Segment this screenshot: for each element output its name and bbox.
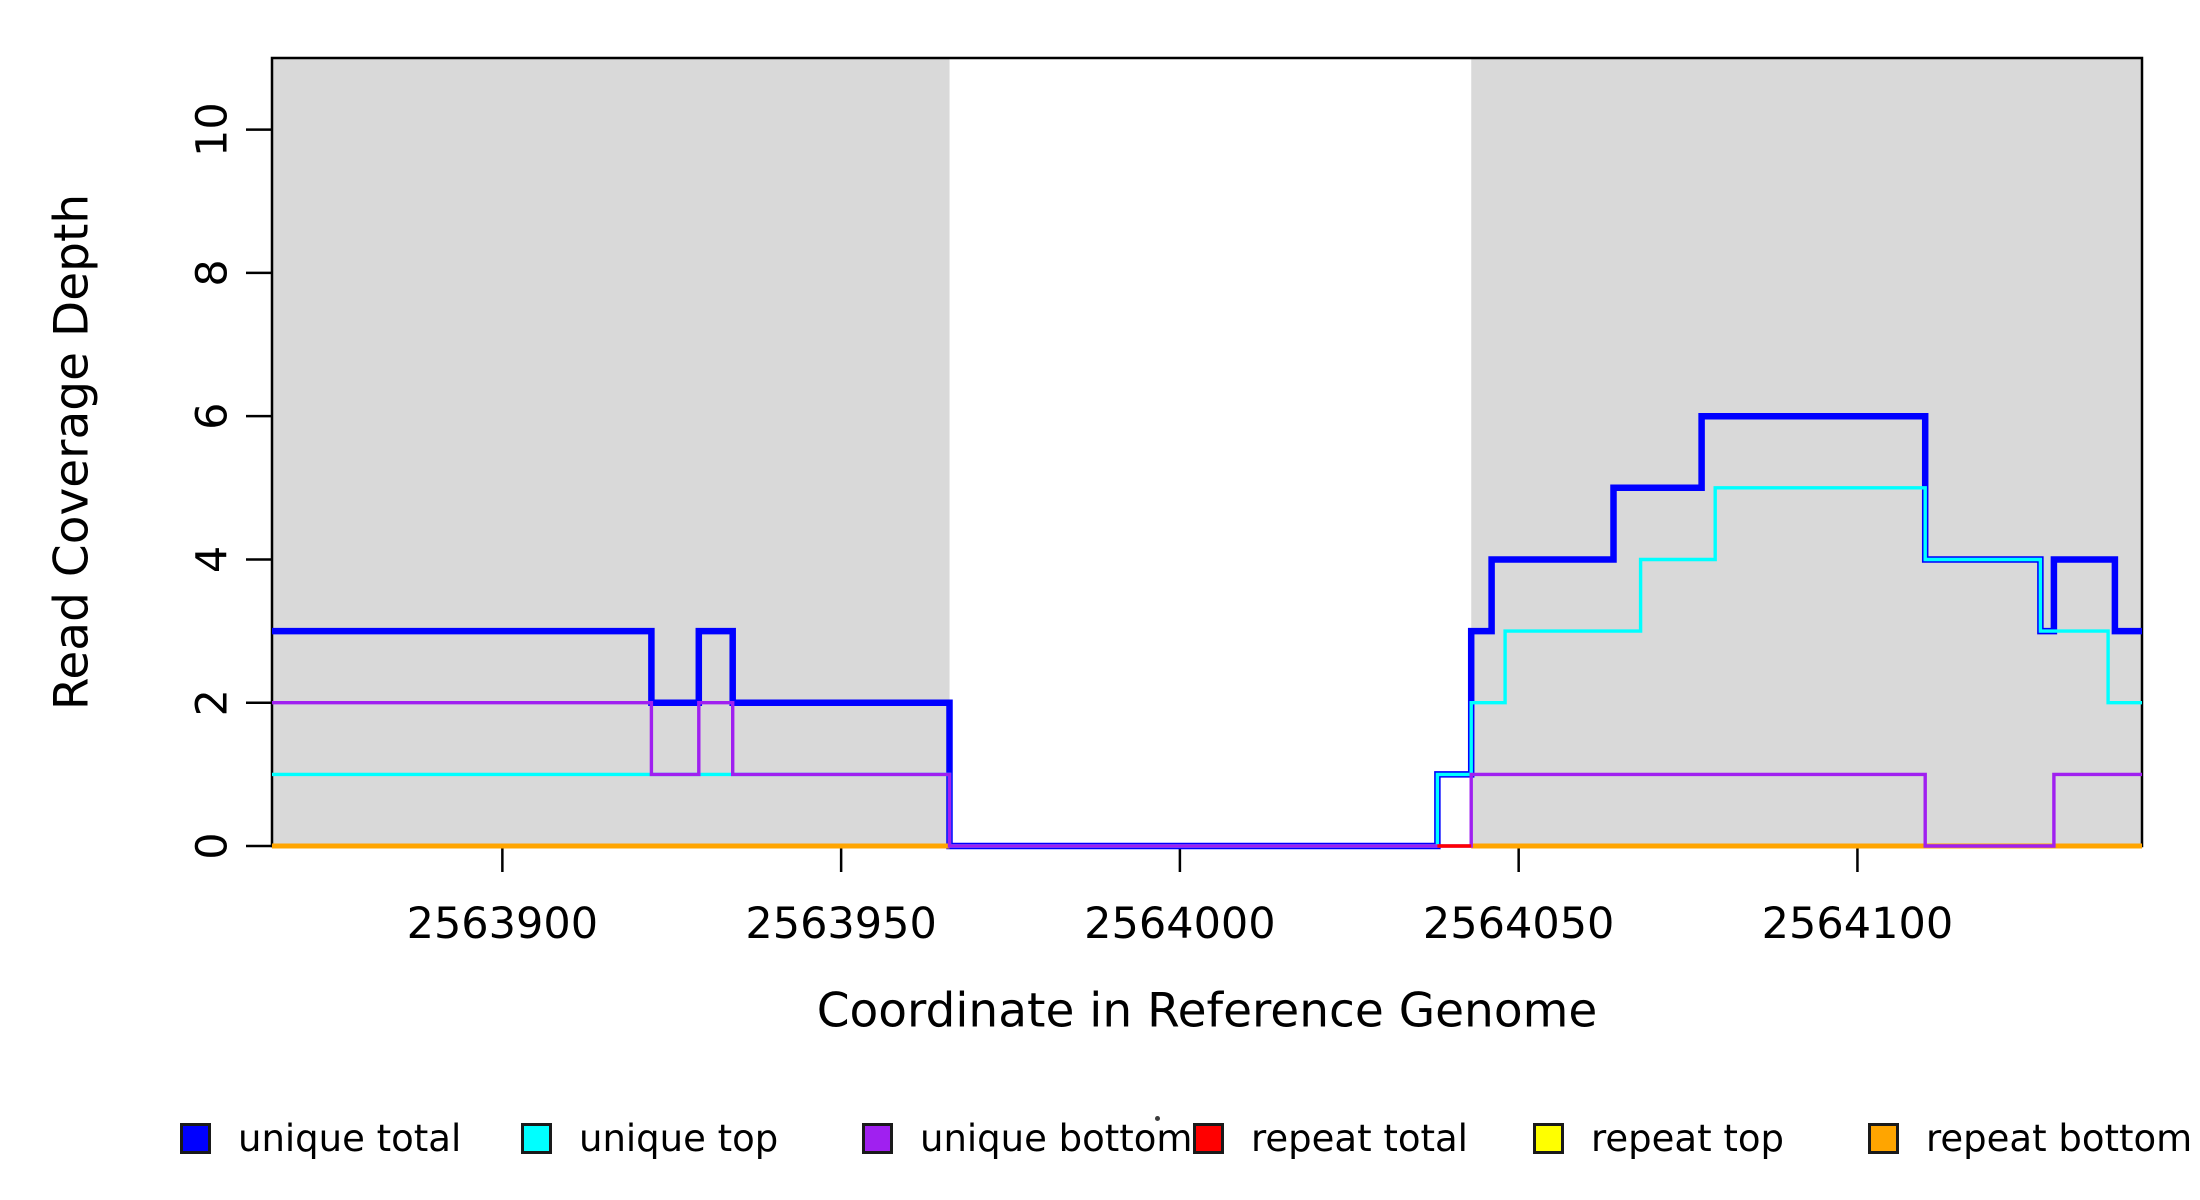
legend-item-repeat-bottom: repeat bottom <box>1868 1113 2192 1163</box>
legend-label: repeat total <box>1251 1116 1468 1160</box>
y-tick-label: 8 <box>188 259 238 286</box>
legend-swatch-unique-total <box>180 1122 211 1154</box>
x-tick-label: 2563950 <box>745 899 937 949</box>
legend-label: unique bottom <box>920 1116 1193 1160</box>
y-tick-label: 2 <box>188 689 238 716</box>
legend-swatch-repeat-bottom <box>1868 1122 1899 1154</box>
legend-item-repeat-total: repeat total <box>1193 1113 1468 1163</box>
y-tick-label: 0 <box>188 832 238 859</box>
legend-item-unique-bottom: unique bottom <box>862 1113 1192 1163</box>
legend-swatch-unique-bottom <box>862 1122 893 1154</box>
legend-label: repeat top <box>1591 1116 1784 1160</box>
y-tick-label: 10 <box>188 102 238 157</box>
series-unique-top <box>272 486 2142 848</box>
legend-swatch-unique-top <box>521 1122 552 1154</box>
legend-swatch-repeat-total <box>1193 1122 1224 1154</box>
legend-item-unique-total: unique total <box>180 1113 461 1163</box>
legend-label: unique total <box>238 1116 462 1160</box>
shaded-region-left <box>272 58 950 846</box>
y-tick-label: 6 <box>188 403 238 430</box>
legend-item-unique-top: unique top <box>521 1113 778 1163</box>
shaded-region-right <box>1471 58 2142 846</box>
stray-dot <box>1155 1116 1160 1121</box>
x-tick-label: 2564000 <box>1084 899 1276 949</box>
x-axis-title: Coordinate in Reference Genome <box>816 983 1598 1039</box>
y-tick-label: 4 <box>188 546 238 573</box>
legend-label: repeat bottom <box>1926 1116 2193 1160</box>
series-unique-bottom <box>272 701 2142 848</box>
y-axis-title: Read Coverage Depth <box>44 193 100 711</box>
legend-swatch-repeat-top <box>1533 1122 1564 1154</box>
legend-item-repeat-top: repeat top <box>1533 1113 1784 1163</box>
x-tick-label: 2564050 <box>1423 899 1615 949</box>
x-tick-label: 2563900 <box>407 899 599 949</box>
x-tick-label: 2564100 <box>1762 899 1954 949</box>
legend-label: unique top <box>579 1116 779 1160</box>
